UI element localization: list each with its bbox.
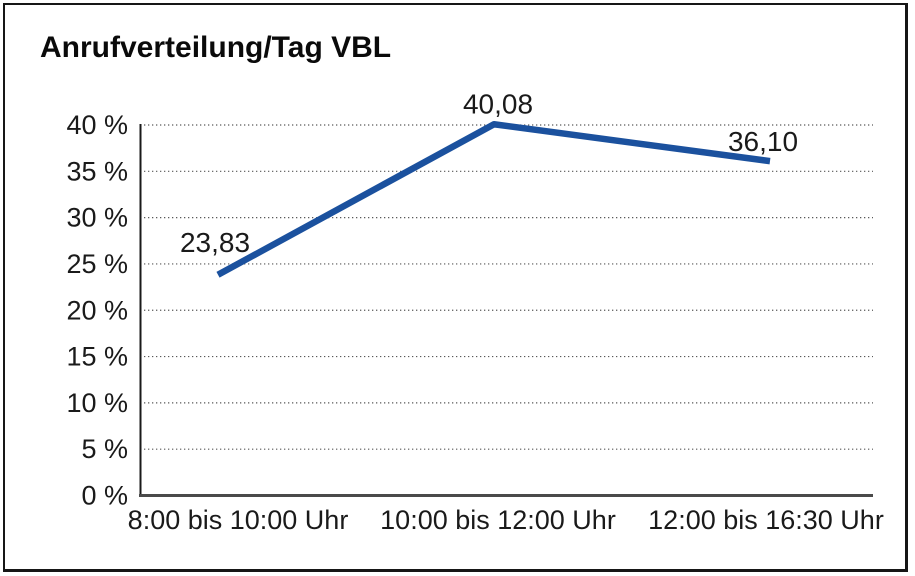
data-point-label: 36,10: [728, 126, 798, 157]
y-tick-label: 40 %: [66, 110, 128, 140]
y-tick-label: 5 %: [81, 434, 128, 464]
x-tick-label: 10:00 bis 12:00 Uhr: [380, 505, 616, 535]
x-tick-label: 8:00 bis 10:00 Uhr: [128, 505, 349, 535]
data-line: [216, 121, 771, 278]
y-tick-label: 35 %: [66, 156, 128, 186]
chart-title: Anrufverteilung/Tag VBL: [40, 31, 392, 64]
x-tick-label: 12:00 bis 16:30 Uhr: [648, 505, 884, 535]
data-point-label: 23,83: [180, 227, 250, 258]
y-tick-label: 15 %: [66, 342, 128, 372]
y-tick-label: 20 %: [66, 295, 128, 325]
y-tick-label: 10 %: [66, 388, 128, 418]
y-tick-label: 0 %: [81, 481, 128, 511]
y-tick-label: 25 %: [66, 249, 128, 279]
chart-frame: [3, 3, 908, 572]
data-point-label: 40,08: [463, 88, 533, 119]
y-tick-label: 30 %: [66, 203, 128, 233]
